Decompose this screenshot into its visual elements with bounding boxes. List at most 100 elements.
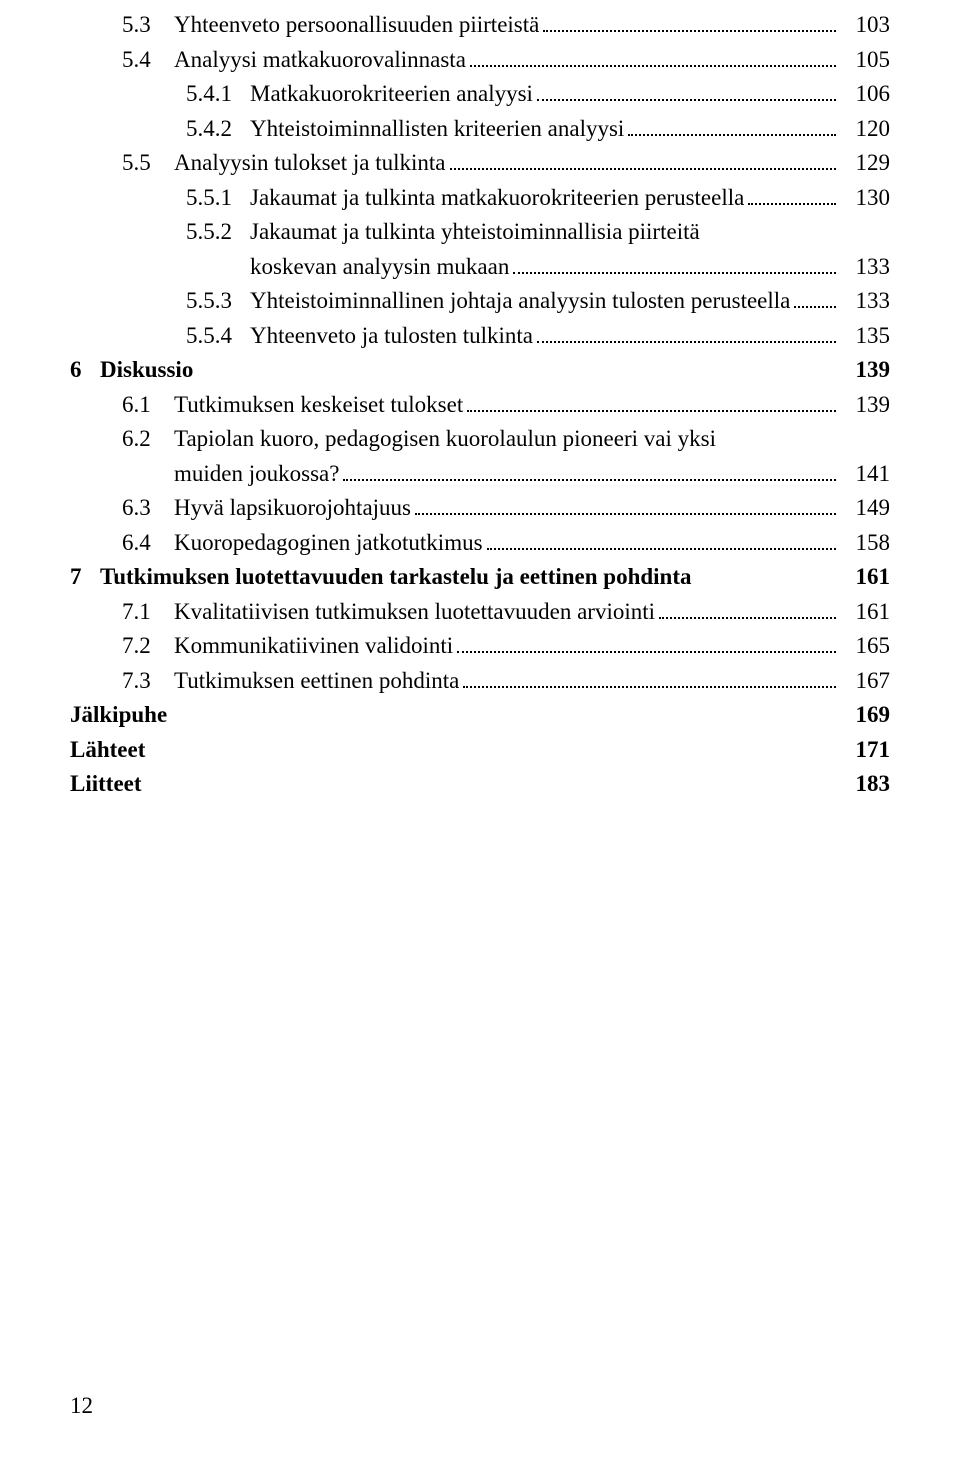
toc-title: Kvalitatiivisen tutkimuksen luotettavuud… xyxy=(174,595,655,630)
toc-backmatter: Lähteet 171 xyxy=(70,733,890,768)
toc-leader xyxy=(470,65,836,67)
toc-entry: 6.2 Tapiolan kuoro, pedagogisen kuorolau… xyxy=(70,422,890,457)
toc-title-cont: koskevan analyysin mukaan xyxy=(250,250,509,285)
toc-leader xyxy=(415,513,836,515)
toc-entry: 5.4.1 Matkakuorokriteerien analyysi 106 xyxy=(70,77,890,112)
toc-number: 6 xyxy=(70,353,100,388)
toc-page-num: 161 xyxy=(840,595,890,630)
toc-number: 5.5 xyxy=(122,146,174,181)
toc-page-num: 167 xyxy=(840,664,890,699)
toc-entry: 5.4 Analyysi matkakuorovalinnasta 105 xyxy=(70,43,890,78)
toc-page-num: 183 xyxy=(840,767,890,802)
toc-leader xyxy=(537,99,836,101)
toc-chapter: 7 Tutkimuksen luotettavuuden tarkastelu … xyxy=(70,560,890,595)
toc-title: Liitteet xyxy=(70,767,142,802)
toc-number: 7.2 xyxy=(122,629,174,664)
toc-leader xyxy=(463,686,836,688)
toc-backmatter: Liitteet 183 xyxy=(70,767,890,802)
toc-title: Tutkimuksen luotettavuuden tarkastelu ja… xyxy=(100,560,692,595)
toc-title: Analyysi matkakuorovalinnasta xyxy=(174,43,466,78)
toc-entry: 5.5.2 Jakaumat ja tulkinta yhteistoiminn… xyxy=(70,215,890,250)
toc-title: Kuoropedagoginen jatkotutkimus xyxy=(174,526,483,561)
toc-number: 5.5.3 xyxy=(186,284,250,319)
toc-page-num: 120 xyxy=(840,112,890,147)
toc-entry-continuation: koskevan analyysin mukaan 133 xyxy=(70,250,890,285)
toc-leader xyxy=(343,479,836,481)
toc-entry: 6.1 Tutkimuksen keskeiset tulokset 139 xyxy=(70,388,890,423)
toc-title: Matkakuorokriteerien analyysi xyxy=(250,77,533,112)
toc-page-num: 130 xyxy=(840,181,890,216)
toc-entry: 5.5.1 Jakaumat ja tulkinta matkakuorokri… xyxy=(70,181,890,216)
toc-number: 6.2 xyxy=(122,422,174,457)
toc-title: Jakaumat ja tulkinta matkakuorokriteerie… xyxy=(250,181,744,216)
toc-entry: 7.1 Kvalitatiivisen tutkimuksen luotetta… xyxy=(70,595,890,630)
toc-page-num: 161 xyxy=(840,560,890,595)
toc-leader xyxy=(794,306,836,308)
toc-leader xyxy=(659,617,836,619)
page-number: 12 xyxy=(70,1393,93,1419)
toc-leader xyxy=(450,168,837,170)
toc-number: 5.5.4 xyxy=(186,319,250,354)
toc-chapter: 6 Diskussio 139 xyxy=(70,353,890,388)
toc-number: 5.4 xyxy=(122,43,174,78)
toc-title: Lähteet xyxy=(70,733,145,768)
toc-number: 5.5.1 xyxy=(186,181,250,216)
toc-leader xyxy=(457,651,836,653)
toc-page-num: 105 xyxy=(840,43,890,78)
toc-number: 6.3 xyxy=(122,491,174,526)
toc-page: 5.3 Yhteenveto persoonallisuuden piirtei… xyxy=(0,0,960,802)
toc-leader xyxy=(467,410,836,412)
toc-number: 5.3 xyxy=(122,8,174,43)
toc-entry: 7.3 Tutkimuksen eettinen pohdinta 167 xyxy=(70,664,890,699)
toc-title-cont: muiden joukossa? xyxy=(174,457,339,492)
toc-title: Tapiolan kuoro, pedagogisen kuorolaulun … xyxy=(174,422,716,457)
toc-page-num: 139 xyxy=(840,353,890,388)
toc-page-num: 135 xyxy=(840,319,890,354)
toc-title: Yhteistoiminnallisten kriteerien analyys… xyxy=(250,112,624,147)
toc-entry: 6.3 Hyvä lapsikuorojohtajuus 149 xyxy=(70,491,890,526)
toc-title: Yhteistoiminnallinen johtaja analyysin t… xyxy=(250,284,790,319)
toc-entry-continuation: muiden joukossa? 141 xyxy=(70,457,890,492)
toc-page-num: 158 xyxy=(840,526,890,561)
toc-title: Jakaumat ja tulkinta yhteistoiminnallisi… xyxy=(250,215,700,250)
toc-page-num: 169 xyxy=(840,698,890,733)
toc-title: Tutkimuksen eettinen pohdinta xyxy=(174,664,459,699)
toc-page-num: 129 xyxy=(840,146,890,181)
toc-title: Hyvä lapsikuorojohtajuus xyxy=(174,491,411,526)
toc-entry: 5.3 Yhteenveto persoonallisuuden piirtei… xyxy=(70,8,890,43)
toc-title: Yhteenveto persoonallisuuden piirteistä xyxy=(174,8,539,43)
toc-entry: 7.2 Kommunikatiivinen validointi 165 xyxy=(70,629,890,664)
toc-backmatter: Jälkipuhe 169 xyxy=(70,698,890,733)
toc-page-num: 103 xyxy=(840,8,890,43)
toc-page-num: 149 xyxy=(840,491,890,526)
toc-title: Tutkimuksen keskeiset tulokset xyxy=(174,388,463,423)
toc-entry: 5.5 Analyysin tulokset ja tulkinta 129 xyxy=(70,146,890,181)
toc-number: 5.4.1 xyxy=(186,77,250,112)
toc-page-num: 106 xyxy=(840,77,890,112)
toc-entry: 5.4.2 Yhteistoiminnallisten kriteerien a… xyxy=(70,112,890,147)
toc-leader xyxy=(537,341,836,343)
toc-number: 7.1 xyxy=(122,595,174,630)
toc-entry: 5.5.4 Yhteenveto ja tulosten tulkinta 13… xyxy=(70,319,890,354)
toc-page-num: 165 xyxy=(840,629,890,664)
toc-page-num: 171 xyxy=(840,733,890,768)
toc-number: 5.4.2 xyxy=(186,112,250,147)
toc-number: 7 xyxy=(70,560,100,595)
toc-title: Diskussio xyxy=(100,353,193,388)
toc-leader xyxy=(543,30,836,32)
toc-leader xyxy=(487,548,836,550)
toc-leader xyxy=(513,272,836,274)
toc-entry: 6.4 Kuoropedagoginen jatkotutkimus 158 xyxy=(70,526,890,561)
toc-title: Analyysin tulokset ja tulkinta xyxy=(174,146,446,181)
toc-page-num: 133 xyxy=(840,284,890,319)
toc-number: 5.5.2 xyxy=(186,215,250,250)
toc-leader xyxy=(748,203,836,205)
toc-title: Yhteenveto ja tulosten tulkinta xyxy=(250,319,533,354)
toc-number: 7.3 xyxy=(122,664,174,699)
toc-number: 6.4 xyxy=(122,526,174,561)
toc-page-num: 141 xyxy=(840,457,890,492)
toc-title: Kommunikatiivinen validointi xyxy=(174,629,453,664)
toc-number: 6.1 xyxy=(122,388,174,423)
toc-page-num: 139 xyxy=(840,388,890,423)
toc-title: Jälkipuhe xyxy=(70,698,167,733)
